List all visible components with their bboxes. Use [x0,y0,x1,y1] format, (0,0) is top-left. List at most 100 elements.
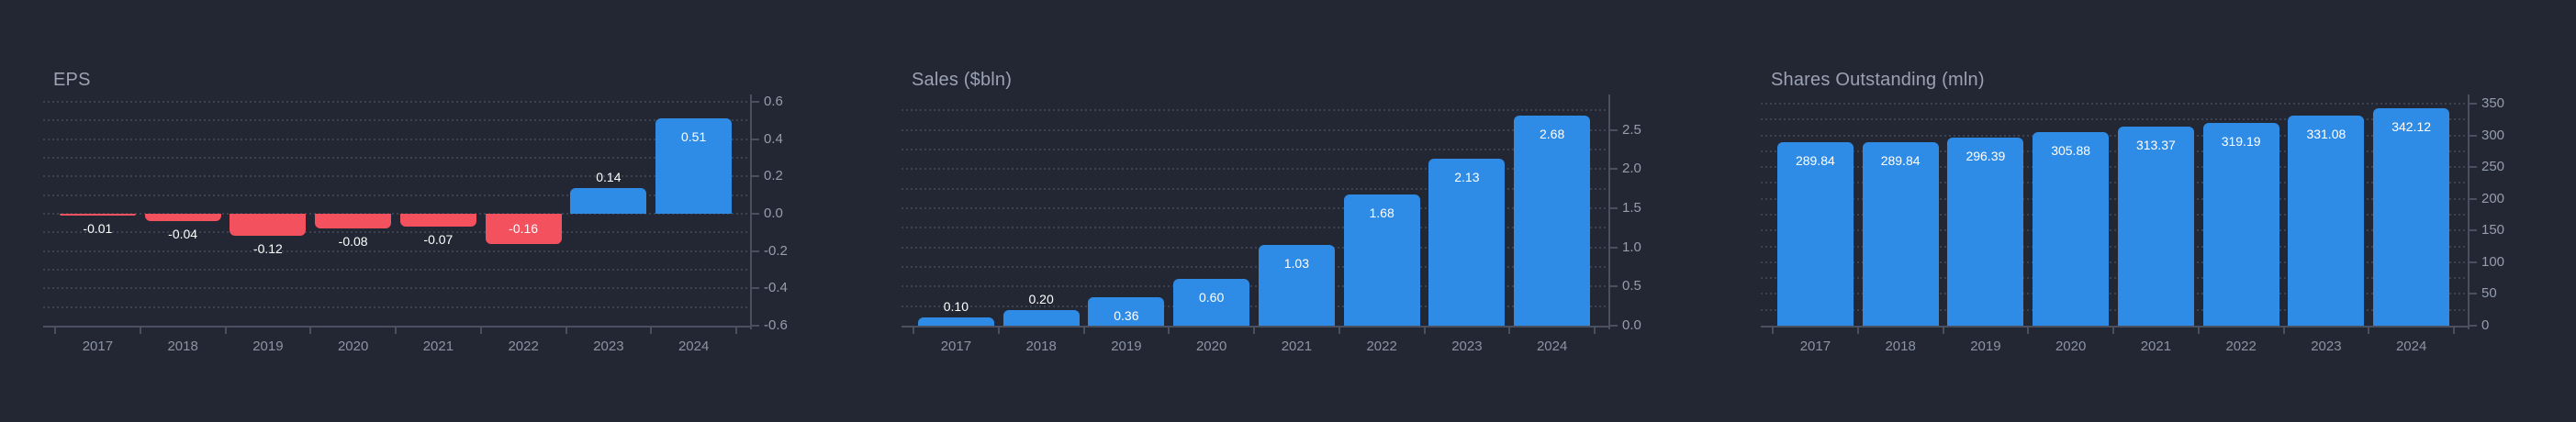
y-axis-line [750,94,752,329]
bar-2019[interactable] [1088,297,1165,326]
y-axis-tick [1608,168,1618,171]
shares-outstanding-chart-plot: 350 300 250 200 150 100 50 0 289.84 289.84 296.39 3… [1718,0,2576,422]
y-axis-tick-label: 0.2 [764,168,783,184]
gridline [902,227,1608,229]
x-axis-tick [1253,326,1255,334]
bar-value-label: 319.19 [2221,134,2261,150]
gridline [902,266,1608,268]
y-axis-tick-label: 200 [2481,190,2505,206]
x-axis-tick [650,326,653,334]
y-axis-line [1608,94,1610,329]
x-axis-tick [1082,326,1085,334]
bar-2024[interactable] [2373,108,2450,326]
x-axis-tick [1423,326,1426,334]
y-axis-tick-label: 0 [2481,317,2490,333]
y-axis-tick-label: 50 [2481,285,2497,302]
x-axis-year-label: 2023 [593,339,624,354]
gridline [1761,182,2468,184]
bar-value-label: 342.12 [2391,119,2432,135]
x-axis-year-label: 2020 [2055,339,2087,354]
bar-value-label: -0.12 [252,241,283,257]
y-axis-tick-label: 0.5 [1622,278,1641,294]
gridline [43,231,750,234]
gridline [1761,150,2468,152]
gridline [43,269,750,271]
bar-2021[interactable] [399,214,476,228]
x-axis-tick [395,326,397,334]
gridline [43,250,750,252]
gridline [43,175,750,178]
x-axis-year-label: 2020 [1195,339,1227,354]
y-axis-tick [2468,103,2477,105]
bar-2020[interactable] [315,214,392,229]
x-axis-tick [1772,326,1774,334]
bar-2020[interactable] [1173,278,1250,326]
x-axis-line [902,326,1610,328]
bar-2018[interactable] [1002,309,1080,326]
x-axis-tick [2027,326,2030,334]
y-axis-tick-label: 0.0 [1622,317,1641,333]
gridline [1761,134,2468,137]
x-axis-tick [1168,326,1170,334]
bar-2024[interactable] [655,118,733,214]
x-axis-tick [224,326,227,334]
bar-2024[interactable] [1514,116,1591,326]
bar-2018[interactable] [144,214,221,222]
gridline [1761,214,2468,216]
y-axis-tick-label: 1.5 [1622,200,1641,217]
gridline [1761,166,2468,169]
y-axis-tick [2468,166,2477,169]
bar-value-label: -0.01 [83,221,113,237]
gridline [43,194,750,196]
bar-2018[interactable] [1862,141,1939,326]
x-axis-year-label: 2023 [2311,339,2342,354]
bar-2017[interactable] [1776,141,1854,326]
bar-value-label: -0.08 [338,234,368,250]
bar-2022[interactable] [2202,123,2279,326]
x-axis-tick [913,326,914,334]
gridline [1761,261,2468,263]
gridline [1761,308,2468,311]
x-axis-year-label: 2019 [1970,339,2001,354]
y-axis-tick [1608,325,1618,327]
bar-2022[interactable] [1343,194,1420,326]
bar-2017[interactable] [917,317,994,326]
x-axis-year-label: 2017 [1799,339,1831,354]
bar-2021[interactable] [1258,245,1335,326]
bar-2019[interactable] [230,214,307,237]
x-axis-year-label: 2024 [2395,339,2427,354]
x-axis-tick [1856,326,1859,334]
y-axis-tick [750,175,759,178]
bar-2021[interactable] [2117,127,2194,326]
bar-2023[interactable] [2288,116,2365,326]
gridline [902,207,1608,210]
gridline [43,213,750,215]
x-axis-year-label: 2019 [252,339,284,354]
gridline [902,168,1608,171]
gridline [902,187,1608,190]
bar-value-label: 1.03 [1283,256,1309,272]
bar-2020[interactable] [2033,131,2110,326]
y-axis-tick-label: 1.0 [1622,239,1641,255]
y-axis-tick [2468,293,2477,295]
shares-outstanding-chart-panel: Shares Outstanding (mln) 350 300 250 200 150… [1718,0,2576,422]
y-axis-tick [2468,229,2477,232]
bar-2023[interactable] [570,187,647,214]
gridline [43,287,750,290]
gridline [43,138,750,140]
bar-value-label: 1.68 [1369,205,1394,220]
x-axis-year-label: 2022 [2225,339,2257,354]
y-axis-tick [750,250,759,252]
x-axis-year-label: 2017 [82,339,114,354]
x-axis-year-label: 2021 [1281,339,1313,354]
y-axis-tick-label: 300 [2481,127,2505,143]
x-axis-tick [2197,326,2200,334]
gridline [902,128,1608,131]
bar-2022[interactable] [485,214,562,244]
bar-2023[interactable] [1428,159,1506,326]
bar-2017[interactable] [59,214,136,217]
x-axis-tick [1942,326,1944,334]
x-axis-tick [1594,326,1596,334]
x-axis-tick [54,326,56,334]
bar-2019[interactable] [1947,138,2024,326]
